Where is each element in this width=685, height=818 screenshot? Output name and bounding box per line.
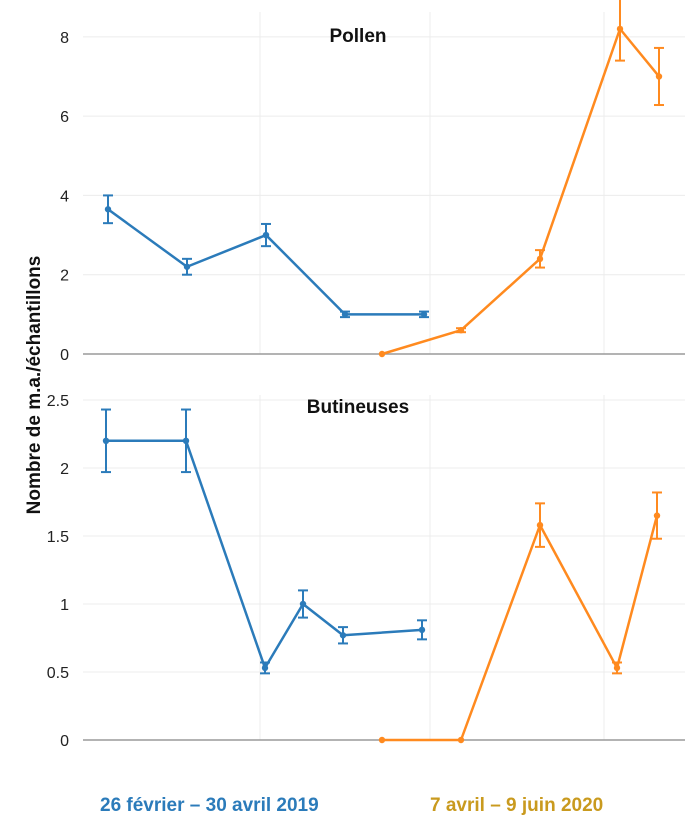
data-point (102, 437, 110, 444)
y-tick-label: 8 (60, 30, 69, 47)
legend-period-2019: 26 février – 30 avril 2019 (100, 795, 319, 816)
legend-period-2020: 7 avril – 9 juin 2020 (430, 795, 603, 816)
y-axis-title: Nombre de m.a./échantillons (24, 256, 45, 515)
data-point (655, 73, 663, 80)
data-point (457, 327, 465, 334)
pollen-panel: 0 2 4 6 8 Pollen (60, 0, 685, 364)
data-point (613, 664, 621, 672)
y-tick-label: 0 (60, 347, 69, 364)
data-point (536, 255, 544, 263)
data-point (536, 521, 544, 529)
data-point (104, 206, 112, 213)
series-line (106, 439, 423, 670)
panel-title: Pollen (329, 26, 386, 47)
y-tick-label: 6 (60, 109, 69, 126)
data-point (341, 311, 349, 318)
y-tick-label: 2 (60, 268, 69, 285)
data-point (182, 437, 190, 444)
y-tick-label: 4 (60, 188, 69, 205)
data-point (339, 632, 347, 639)
data-point (183, 263, 191, 270)
y-tick-label: 0 (60, 733, 69, 750)
y-tick-label: 2.5 (47, 393, 69, 410)
data-point (261, 664, 269, 672)
data-point (420, 311, 428, 318)
butineuses-panel: 0 0.5 1 1.5 2 2.5 Butineuses (47, 393, 685, 750)
data-point (378, 350, 386, 358)
data-point (418, 626, 426, 634)
data-point (378, 736, 386, 744)
data-point (299, 600, 307, 608)
data-point (262, 231, 270, 239)
y-tick-label: 2 (60, 461, 69, 478)
y-tick-label: 1.5 (47, 529, 69, 546)
panel-title: Butineuses (307, 397, 409, 418)
data-point (457, 736, 465, 744)
data-point (653, 512, 661, 519)
y-tick-label: 0.5 (47, 665, 69, 682)
data-point (616, 25, 624, 33)
y-tick-label: 1 (60, 597, 69, 614)
